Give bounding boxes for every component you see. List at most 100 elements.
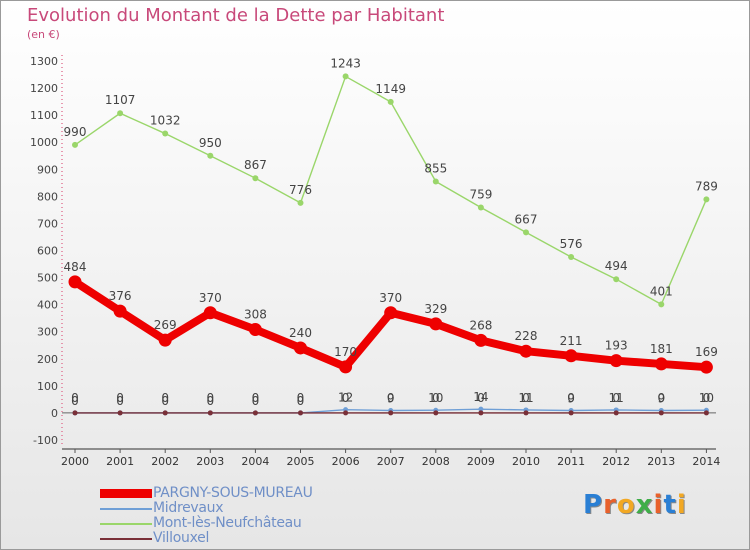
- x-tick-label: 2001: [106, 455, 134, 468]
- data-point: [343, 410, 349, 416]
- data-point: [162, 130, 169, 137]
- data-label: 0: [206, 391, 214, 405]
- data-label: 170: [334, 345, 357, 359]
- data-point: [298, 410, 303, 416]
- data-point: [609, 354, 623, 368]
- y-tick-label: 1100: [30, 109, 58, 122]
- y-tick-label: 500: [37, 272, 58, 285]
- data-label: 576: [560, 237, 583, 251]
- data-label: 9: [387, 391, 395, 405]
- data-point: [72, 141, 78, 148]
- data-label: 181: [650, 342, 673, 356]
- data-label: 0: [432, 391, 440, 405]
- data-label: 0: [161, 394, 169, 408]
- data-point: [117, 410, 123, 416]
- data-label: 0: [71, 394, 79, 408]
- data-point: [432, 178, 439, 185]
- logo-letter: t: [663, 490, 677, 520]
- y-tick-label: 1200: [30, 82, 58, 95]
- data-label: 10: [428, 391, 443, 405]
- data-label: 228: [515, 329, 538, 343]
- logo-letter: i: [653, 490, 664, 520]
- data-label: 759: [469, 187, 492, 201]
- data-label: 0: [387, 391, 395, 405]
- data-point: [564, 349, 578, 363]
- legend: PARGNY-SOUS-MUREAU Midrevaux Mont-lès-Neuf…: [100, 486, 360, 546]
- legend-label: PARGNY-SOUS-MUREAU: [153, 485, 313, 501]
- data-label: 9: [567, 391, 575, 405]
- data-label: 0: [252, 391, 260, 405]
- x-tick-label: 2006: [332, 455, 360, 468]
- data-point: [568, 410, 574, 416]
- data-label: 1243: [330, 56, 361, 70]
- y-tick-label: 0: [51, 407, 58, 420]
- data-label: 401: [650, 284, 673, 298]
- x-tick-label: 2013: [647, 455, 675, 468]
- y-tick-label: 1300: [30, 55, 58, 68]
- x-tick-label: 2007: [377, 455, 405, 468]
- y-tick-label: 300: [37, 326, 58, 339]
- data-point: [248, 323, 262, 337]
- data-point: [72, 410, 78, 416]
- data-label: 950: [199, 136, 222, 150]
- data-label: 0: [161, 391, 169, 405]
- logo-letter: P: [583, 490, 604, 520]
- data-label: 11: [518, 391, 533, 405]
- data-point: [384, 306, 398, 320]
- x-tick-label: 2011: [557, 455, 585, 468]
- data-label: 0: [612, 391, 620, 405]
- data-point: [478, 406, 484, 412]
- data-point: [113, 304, 127, 318]
- data-label: 211: [560, 334, 583, 348]
- data-label: 11: [609, 391, 624, 405]
- logo-letter: o: [616, 490, 636, 520]
- data-point: [342, 73, 349, 80]
- data-label: 308: [244, 308, 267, 322]
- data-label: 0: [206, 394, 214, 408]
- y-tick-label: 800: [37, 190, 58, 203]
- data-point: [297, 199, 304, 206]
- data-point: [658, 410, 664, 416]
- data-label: 169: [695, 345, 718, 359]
- data-label: 0: [116, 394, 124, 408]
- data-label: 268: [469, 318, 492, 332]
- data-point: [699, 360, 713, 374]
- data-point: [158, 333, 172, 347]
- legend-swatch: [100, 489, 152, 498]
- data-label: 10: [699, 391, 714, 405]
- legend-label: Villouxel: [153, 530, 210, 546]
- data-label: 990: [64, 125, 87, 139]
- x-tick-label: 2012: [602, 455, 630, 468]
- data-label: 494: [605, 259, 628, 273]
- y-tick-label: 600: [37, 245, 58, 258]
- data-point: [519, 344, 533, 358]
- data-point: [203, 306, 217, 320]
- logo-letter: x: [635, 490, 654, 520]
- data-point: [117, 110, 124, 117]
- y-tick-label: 900: [37, 163, 58, 176]
- data-point: [523, 410, 529, 416]
- x-tick-label: 2002: [151, 455, 179, 468]
- x-tick-label: 2009: [467, 455, 495, 468]
- y-tick-label: 1000: [30, 136, 58, 149]
- data-label: 0: [116, 391, 124, 405]
- data-point: [252, 175, 259, 182]
- proxiti-logo: Proxiti: [583, 490, 687, 520]
- chart-title: Evolution du Montant de la Dette par Hab…: [27, 5, 445, 26]
- data-label: 329: [424, 302, 447, 316]
- y-tick-label: 700: [37, 217, 58, 230]
- data-point: [613, 410, 619, 416]
- data-label: 14: [473, 390, 488, 404]
- legend-item: Villouxel: [100, 531, 360, 546]
- data-point: [477, 204, 484, 211]
- data-label: 867: [244, 158, 267, 172]
- data-label: 1149: [375, 82, 406, 96]
- chart-unit: (en €): [27, 28, 60, 41]
- data-label: 0: [477, 391, 485, 405]
- data-point: [613, 276, 620, 283]
- data-label: 1107: [105, 93, 136, 107]
- data-point: [388, 410, 394, 416]
- data-point: [429, 317, 443, 331]
